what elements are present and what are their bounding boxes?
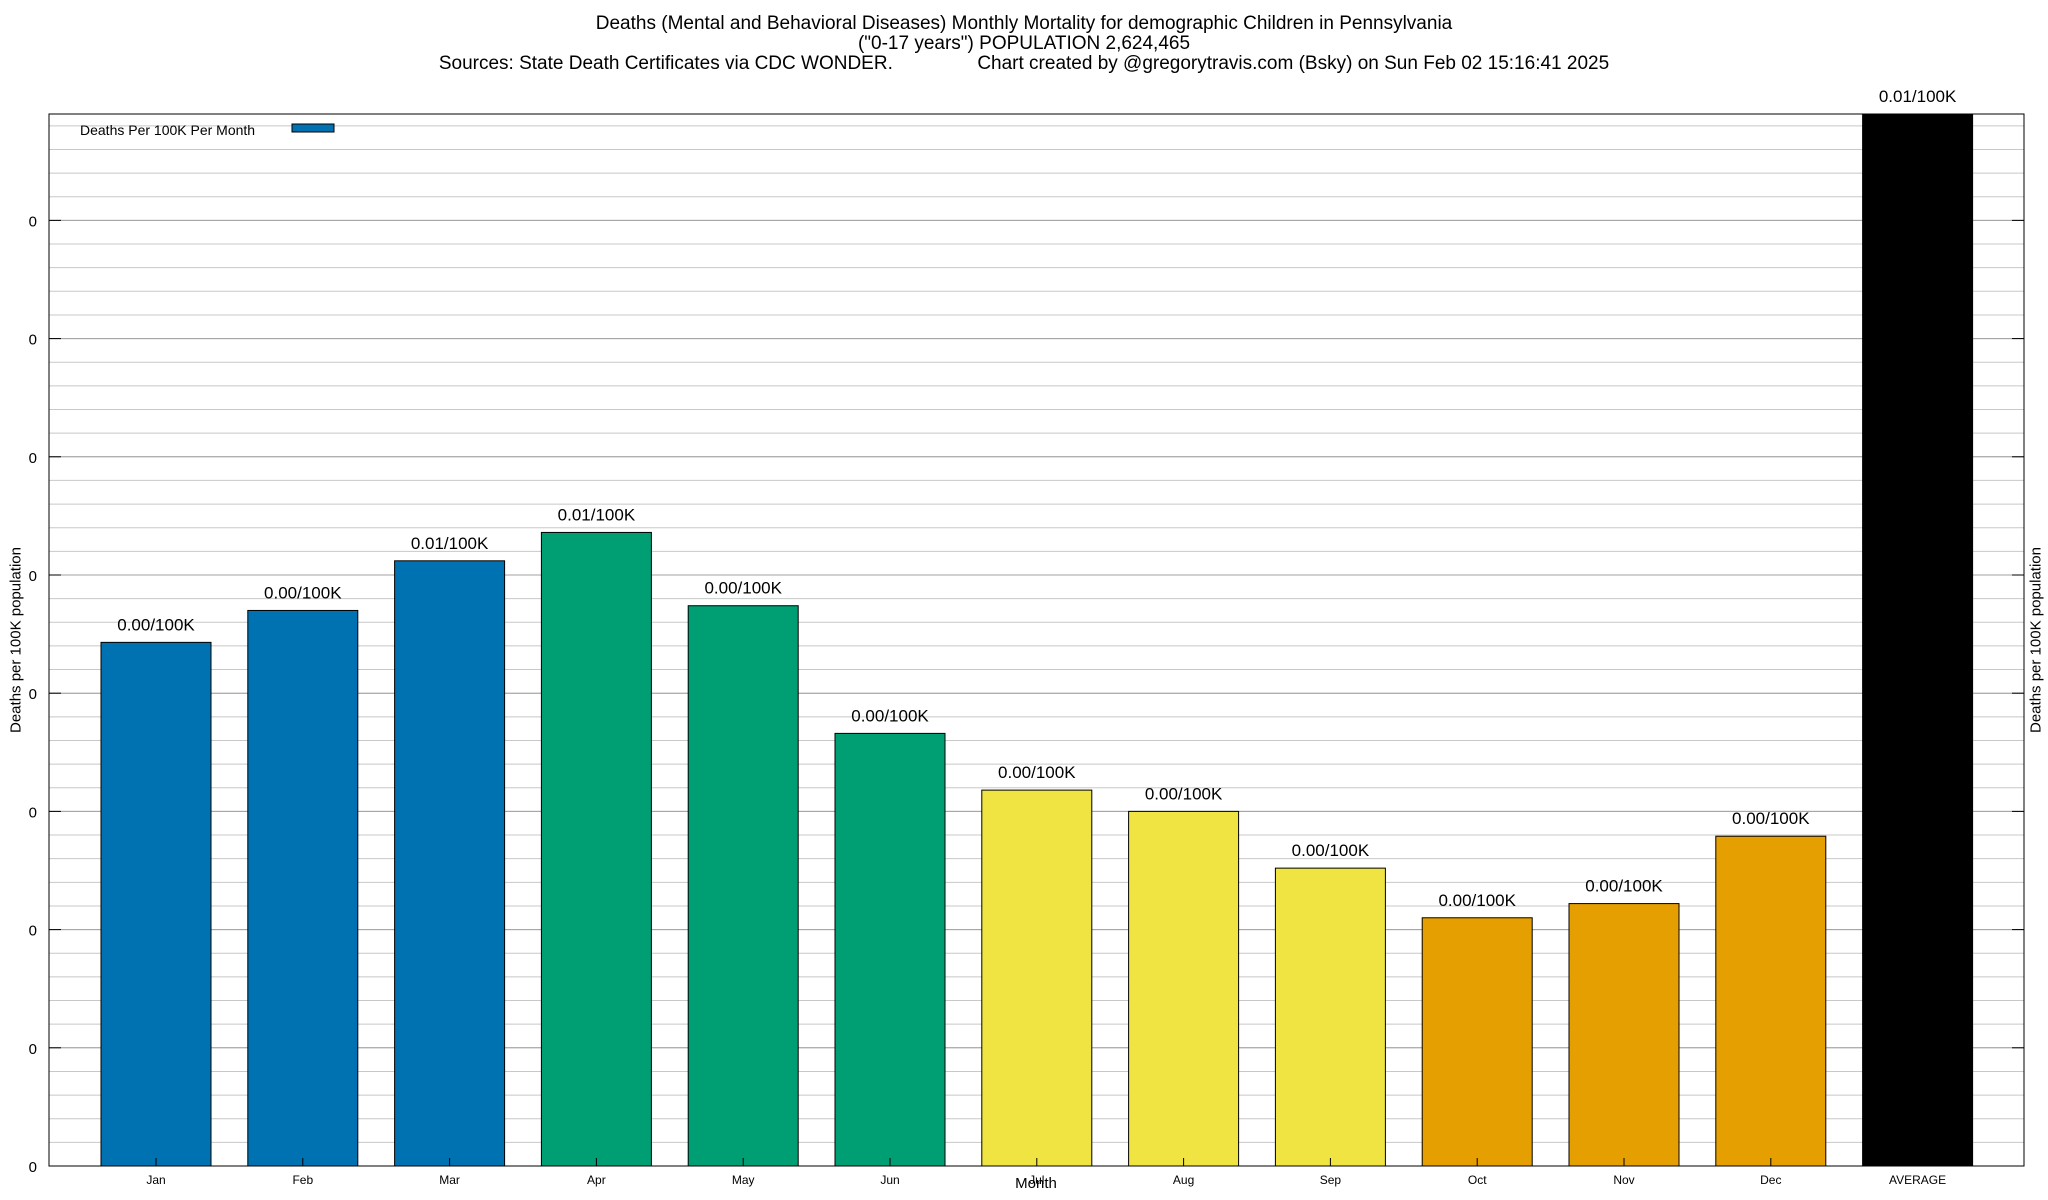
y-tick-label: 0: [29, 332, 37, 349]
x-tick-label: Dec: [1760, 1173, 1781, 1187]
y-axis-label-right: Deaths per 100K population: [2027, 547, 2045, 733]
data-label: 0.00/100K: [704, 579, 782, 598]
bar: [394, 560, 506, 1167]
data-label: 0.00/100K: [264, 583, 342, 602]
x-tick-label: Apr: [587, 1173, 606, 1187]
data-label: 0.00/100K: [117, 615, 195, 634]
x-tick-label: Sep: [1320, 1173, 1342, 1187]
bar: [1568, 903, 1680, 1167]
x-tick-label: Mar: [439, 1173, 460, 1187]
data-label: 0.00/100K: [998, 763, 1076, 782]
data-label: 0.00/100K: [1732, 809, 1810, 828]
y-tick-label: 0: [29, 213, 37, 230]
x-tick-label: Jul: [1029, 1173, 1044, 1187]
data-label: 0.01/100K: [558, 505, 636, 524]
x-tick-label: Nov: [1613, 1173, 1634, 1187]
bar: [1274, 867, 1386, 1167]
bar: [1421, 917, 1533, 1167]
data-label: 0.00/100K: [1292, 841, 1370, 860]
y-tick-label: 0: [29, 1041, 37, 1058]
legend-label: Deaths Per 100K Per Month: [80, 122, 255, 138]
bar: [1715, 835, 1827, 1167]
x-tick-label: May: [732, 1173, 755, 1187]
data-label: 0.01/100K: [411, 534, 489, 553]
x-axis-label: Month: [1015, 1175, 1057, 1192]
bar: [540, 531, 652, 1167]
data-label: 0.00/100K: [1438, 891, 1516, 910]
chart-source-credit: Sources: State Death Certificates via CD…: [438, 53, 1610, 74]
x-tick-label: AVERAGE: [1889, 1173, 1946, 1187]
x-tick-label: Oct: [1468, 1173, 1487, 1187]
bar: [100, 641, 212, 1167]
x-tick-label: Feb: [292, 1173, 313, 1187]
bar: [981, 789, 1093, 1167]
y-tick-label: 0: [29, 1159, 37, 1176]
x-tick-label: Jun: [880, 1173, 899, 1187]
bar: [247, 609, 359, 1167]
plot-frame: [48, 113, 2025, 1167]
bar: [687, 605, 799, 1167]
x-tick-label: Jan: [146, 1173, 165, 1187]
legend-swatch: [291, 123, 335, 133]
x-tick-label: Aug: [1173, 1173, 1194, 1187]
bar: [1128, 810, 1240, 1167]
data-label: 0.00/100K: [1585, 877, 1663, 896]
data-label: 0.01/100K: [1879, 87, 1957, 106]
data-label: 0.00/100K: [851, 706, 929, 725]
chart-title-block: Deaths (Mental and Behavioral Diseases) …: [0, 14, 2048, 74]
data-label: 0.00/100K: [1145, 784, 1223, 803]
y-axis-label-left: Deaths per 100K population: [7, 547, 25, 733]
chart-subtitle: ("0-17 years") POPULATION 2,624,465: [857, 33, 1191, 54]
y-tick-label: 0: [29, 450, 37, 467]
bar: [1862, 113, 1974, 1167]
y-tick-label: 0: [29, 686, 37, 703]
bar: [834, 732, 946, 1167]
y-tick-label: 0: [29, 804, 37, 821]
y-tick-label: 0: [29, 923, 37, 940]
y-tick-label: 0: [29, 568, 37, 585]
chart-title: Deaths (Mental and Behavioral Diseases) …: [595, 13, 1453, 34]
